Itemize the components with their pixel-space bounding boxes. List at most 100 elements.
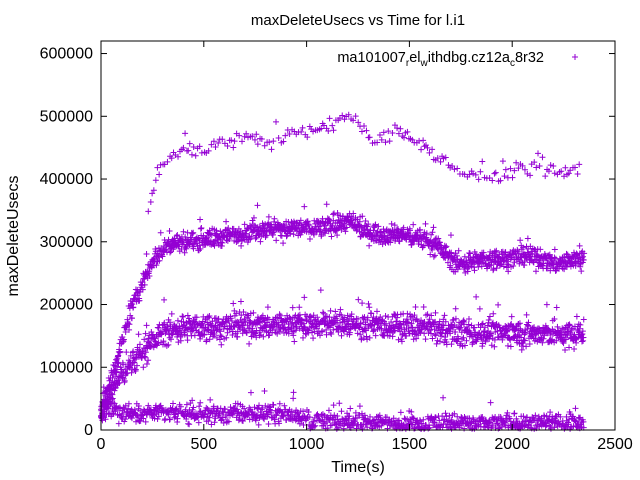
data-point	[423, 312, 430, 319]
data-point	[350, 117, 357, 124]
data-point	[173, 323, 180, 330]
data-point	[184, 337, 191, 344]
data-point	[405, 319, 412, 326]
data-point	[173, 406, 180, 413]
data-point	[205, 147, 212, 154]
data-point	[333, 425, 340, 432]
legend-label-part: w	[420, 58, 429, 69]
data-point	[576, 325, 583, 332]
data-point	[280, 240, 287, 247]
data-point	[489, 319, 496, 326]
data-point	[261, 388, 268, 395]
data-point	[318, 125, 325, 132]
data-point	[327, 329, 334, 336]
data-point	[339, 112, 346, 119]
data-point	[114, 363, 121, 370]
data-point	[338, 332, 345, 339]
data-point	[546, 422, 553, 429]
chart-title: maxDeleteUsecs vs Time for l.i1	[251, 12, 465, 29]
data-point	[180, 228, 187, 235]
data-point	[364, 424, 371, 431]
data-point	[580, 257, 587, 264]
data-point	[142, 349, 149, 356]
data-point	[136, 341, 143, 348]
data-point	[275, 135, 282, 142]
data-point	[265, 421, 272, 428]
data-point	[207, 322, 214, 329]
data-point	[410, 415, 417, 422]
data-point	[165, 341, 172, 348]
data-point	[454, 165, 461, 172]
data-point	[543, 301, 550, 308]
data-point	[427, 251, 434, 258]
data-point	[328, 233, 335, 240]
data-point	[452, 305, 459, 312]
data-point	[380, 129, 387, 136]
data-point	[429, 335, 436, 342]
data-point	[577, 263, 584, 270]
data-point	[514, 331, 521, 338]
data-point	[290, 231, 297, 238]
data-point	[141, 281, 148, 288]
data-point	[189, 230, 196, 237]
data-point	[281, 402, 288, 409]
data-point	[495, 416, 502, 423]
data-point	[374, 419, 381, 426]
data-point	[282, 132, 289, 139]
data-point	[488, 330, 495, 337]
data-point	[189, 397, 196, 404]
data-point	[443, 413, 450, 420]
data-point	[370, 227, 377, 234]
data-point	[508, 313, 515, 320]
data-point	[432, 414, 439, 421]
data-point	[206, 313, 213, 320]
data-point	[249, 217, 256, 224]
data-point	[452, 250, 459, 257]
data-point	[553, 304, 560, 311]
data-point	[570, 413, 577, 420]
data-point	[280, 138, 287, 145]
data-point	[461, 425, 468, 432]
data-point	[175, 153, 182, 160]
data-point	[290, 332, 297, 339]
data-point	[192, 152, 199, 159]
data-point	[196, 247, 203, 254]
data-point	[472, 171, 479, 178]
data-point	[491, 336, 498, 343]
data-point	[572, 418, 579, 425]
data-point	[238, 312, 245, 319]
data-point	[156, 171, 163, 178]
data-point	[363, 333, 370, 340]
data-point	[159, 328, 166, 335]
data-point	[330, 320, 337, 327]
data-point	[257, 238, 264, 245]
data-point	[249, 133, 256, 140]
data-point	[225, 418, 232, 425]
x-tick-label: 2500	[597, 436, 633, 453]
data-point	[359, 300, 366, 307]
data-point	[141, 353, 148, 360]
data-point	[424, 144, 431, 151]
data-point	[361, 123, 368, 130]
data-point	[358, 128, 365, 135]
data-point	[581, 250, 588, 257]
data-point	[442, 410, 449, 417]
data-point	[104, 396, 111, 403]
data-point	[495, 425, 502, 432]
data-point	[465, 321, 472, 328]
data-point	[384, 238, 391, 245]
data-point	[197, 399, 204, 406]
data-point	[408, 408, 415, 415]
data-point	[510, 262, 517, 269]
data-point	[479, 413, 486, 420]
data-point	[567, 167, 574, 174]
data-point	[224, 143, 231, 150]
data-point	[265, 213, 272, 220]
data-point	[424, 325, 431, 332]
data-point	[153, 262, 160, 269]
data-point	[342, 228, 349, 235]
data-point	[132, 366, 139, 373]
data-points	[98, 111, 588, 432]
data-point	[270, 318, 277, 325]
data-point	[261, 142, 268, 149]
